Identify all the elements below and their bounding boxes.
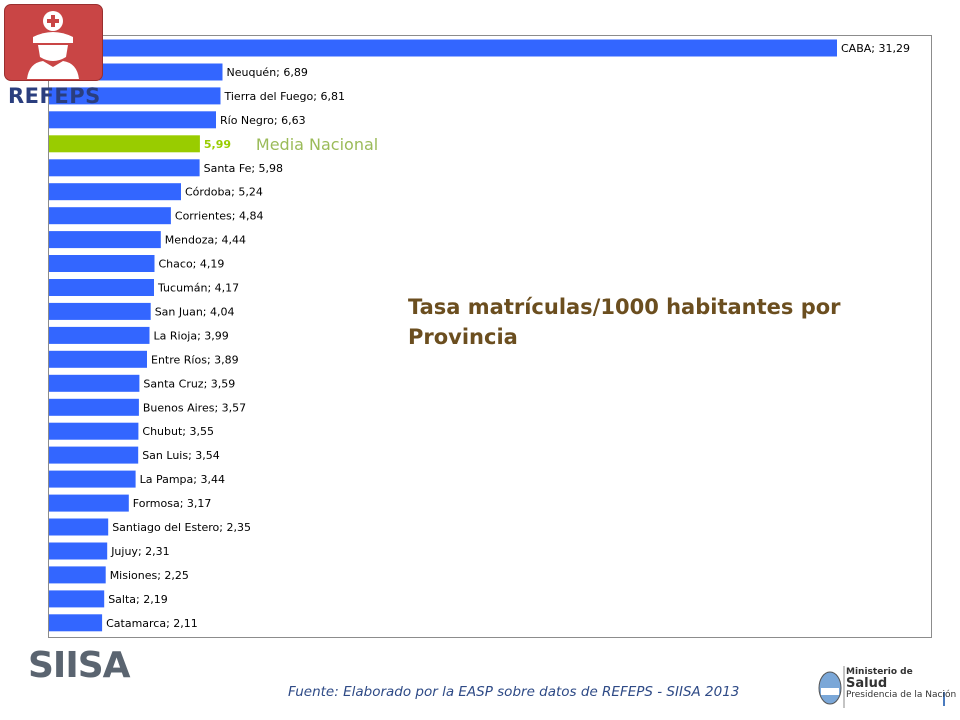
bar <box>49 326 150 344</box>
bar-data-label: Salta; 2,19 <box>108 593 168 606</box>
bar <box>49 231 161 249</box>
bar <box>49 159 200 177</box>
bar-data-label: Corrientes; 4,84 <box>175 210 264 223</box>
bar-data-label: San Juan; 4,04 <box>155 305 235 318</box>
bar <box>49 279 154 296</box>
ministerio-line3: Presidencia de la Nación <box>846 690 957 700</box>
bar <box>49 111 216 129</box>
bar-data-label: Buenos Aires; 3,57 <box>143 401 246 414</box>
bar-data-label: Chubut; 3,55 <box>142 425 214 438</box>
siisa-logo: SIISA <box>28 645 132 683</box>
bar <box>49 422 139 440</box>
bar-data-label: La Rioja; 3,99 <box>154 329 229 342</box>
bar-data-label: CABA; 31,29 <box>841 42 910 55</box>
media-nacional-annotation: Media Nacional <box>256 135 378 154</box>
bar <box>49 374 140 392</box>
ministerio-line2: Salud <box>846 676 888 691</box>
siisa-logo-text: SIISA <box>28 645 131 683</box>
bar <box>49 566 106 584</box>
nurse-icon <box>27 11 79 79</box>
bar-data-label: San Luis; 3,54 <box>142 449 220 462</box>
ministerio-line1: Ministerio de <box>846 667 913 677</box>
bar <box>49 183 181 201</box>
bar-data-label: Tierra del Fuego; 6,81 <box>224 90 345 103</box>
bar-data-label: Córdoba; 5,24 <box>185 186 263 199</box>
bar <box>49 255 155 272</box>
bar <box>49 446 139 464</box>
source-note: Fuente: Elaborado por la EASP sobre dato… <box>288 684 740 700</box>
bar-data-label: Santa Fe; 5,98 <box>204 162 283 175</box>
bar-data-label: Entre Ríos; 3,89 <box>151 353 239 366</box>
bar-data-label: 5,99 <box>204 138 231 151</box>
bar <box>49 470 136 488</box>
bar <box>49 518 109 536</box>
bar <box>49 398 139 416</box>
bar <box>49 39 837 57</box>
bar-data-label: Neuquén; 6,89 <box>227 66 308 79</box>
bar-data-label: Santa Cruz; 3,59 <box>143 377 235 390</box>
bar-data-label: Jujuy; 2,31 <box>110 545 169 558</box>
bar-data-label: La Pampa; 3,44 <box>140 473 225 486</box>
bar-data-label: Misiones; 2,25 <box>110 569 189 582</box>
bar <box>49 494 129 512</box>
ministerio-logo <box>818 666 945 708</box>
bar-data-label: Formosa; 3,17 <box>133 497 212 510</box>
bar-data-label: Santiago del Estero; 2,35 <box>112 521 251 534</box>
bar <box>49 542 108 560</box>
bar <box>49 350 147 368</box>
bar-media-nacional <box>49 135 200 153</box>
bar-data-label: Catamarca; 2,11 <box>106 617 198 630</box>
bar-data-label: Mendoza; 4,44 <box>165 234 246 247</box>
bar <box>49 614 103 632</box>
bar-data-label: Tucumán; 4,17 <box>157 282 239 295</box>
bar-chart: CABA; 31,29 Neuquén; 6,89 Tierra del Fuego… <box>49 39 910 632</box>
bar <box>49 590 105 608</box>
refeps-logo-text: REFEPS <box>8 84 101 108</box>
refeps-logo <box>4 4 103 81</box>
bar <box>49 87 221 105</box>
bar <box>49 207 171 225</box>
chart-frame: CABA; 31,29 Neuquén; 6,89 Tierra del Fuego… <box>48 35 932 638</box>
bar <box>49 302 151 320</box>
chart-title: Tasa matrículas/1000 habitantes por Prov… <box>408 295 841 349</box>
bar-data-label: Chaco; 4,19 <box>159 258 225 271</box>
bar-data-label: Río Negro; 6,63 <box>220 114 306 127</box>
